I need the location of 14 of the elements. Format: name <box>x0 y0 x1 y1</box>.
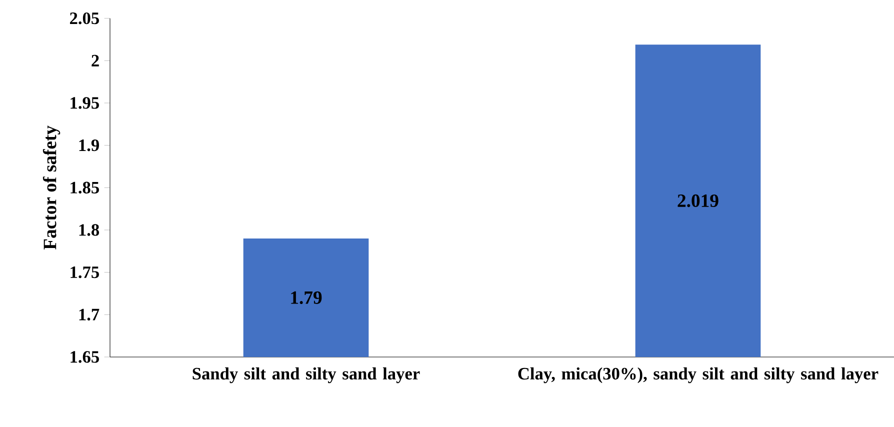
y-tick-label: 2 <box>92 54 99 66</box>
y-tick-label: 1.75 <box>70 266 99 278</box>
y-tick-label: 1.65 <box>70 351 99 363</box>
y-tick-label: 1.7 <box>79 308 100 321</box>
data-label: 2.019 <box>678 194 718 208</box>
y-tick-label: 1.95 <box>70 97 99 109</box>
y-tick-label: 2.05 <box>70 12 99 24</box>
x-tick-label: Sandy silt and silty sand layer <box>192 367 420 384</box>
y-tick-label: 1.8 <box>79 224 100 236</box>
data-label: 1.79 <box>291 291 322 304</box>
y-tick-label: 1.9 <box>79 139 99 152</box>
x-tick-label: Clay, mica(30%), sandy silt and silty sand layer <box>518 367 878 384</box>
y-axis-title: Factor of safety <box>42 126 60 250</box>
y-tick-label: 1.85 <box>70 182 99 194</box>
